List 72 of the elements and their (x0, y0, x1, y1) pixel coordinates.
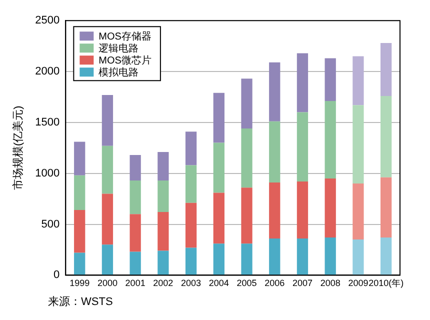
x-tick-label: 2005 (236, 278, 257, 288)
bar (74, 210, 86, 253)
bar (74, 252, 86, 275)
y-tick-label: 1000 (35, 167, 60, 180)
x-tick-label: 2001 (125, 278, 146, 288)
bar (213, 244, 224, 275)
legend-label: 模拟电路 (98, 66, 139, 78)
bar (269, 182, 280, 239)
bar (296, 53, 308, 112)
x-tick-label: 2007 (292, 278, 313, 288)
bar (158, 152, 169, 180)
bar (380, 43, 392, 96)
bar (241, 78, 252, 129)
bar (269, 62, 280, 122)
y-tick-label: 0 (54, 269, 60, 282)
x-tick-label: 2008 (320, 278, 340, 288)
y-axis-title: 市场规模(亿美元) (12, 106, 25, 190)
source-note: 来源：WSTS (48, 295, 114, 309)
bar (296, 238, 308, 275)
x-tick-label: 2000 (97, 278, 118, 288)
bar (352, 56, 364, 106)
bar (213, 192, 224, 244)
bar (241, 244, 252, 275)
bar (352, 105, 364, 184)
bar (324, 238, 336, 275)
bar (296, 182, 308, 239)
legend-label: MOS微芯片 (98, 54, 152, 66)
y-tick-label: 2500 (35, 14, 60, 27)
bar (269, 238, 280, 275)
y-tick-label: 2000 (35, 66, 60, 78)
x-tick-label: 2006 (264, 278, 285, 288)
bar (158, 250, 169, 275)
y-tick-label: 500 (41, 218, 60, 230)
bar (158, 180, 169, 212)
bar (185, 202, 197, 248)
bar (130, 252, 141, 275)
bar (158, 212, 169, 251)
y-tick-label: 1500 (35, 116, 60, 128)
bar (130, 180, 141, 214)
legend-label: 逻辑电路 (98, 42, 139, 54)
bar (185, 165, 197, 203)
bar (380, 96, 392, 178)
bar (185, 132, 197, 166)
bar (380, 238, 392, 275)
bar (102, 94, 114, 146)
bar (380, 177, 392, 238)
bar (102, 146, 114, 194)
bar (102, 244, 114, 275)
bar (130, 214, 141, 252)
x-tick-label: 2010(年) (368, 278, 404, 288)
bar (352, 184, 364, 240)
bar (324, 101, 336, 178)
x-tick-label: 2004 (208, 278, 229, 288)
bar (241, 128, 252, 188)
bar (102, 194, 114, 245)
bar (352, 240, 364, 275)
bar (241, 188, 252, 244)
x-tick-label: 2003 (181, 278, 202, 288)
bar (130, 155, 141, 180)
bar (74, 175, 86, 210)
bar (213, 142, 224, 193)
bar (296, 112, 308, 182)
bar (324, 178, 336, 238)
x-tick-label: 2009 (348, 278, 368, 288)
bar (213, 92, 224, 143)
bar (324, 58, 336, 102)
x-tick-label: 2002 (153, 278, 174, 288)
legend-label: MOS存储器 (98, 30, 152, 42)
bar (185, 248, 197, 275)
bar (269, 121, 280, 183)
x-tick-label: 1999 (70, 278, 90, 288)
bar (74, 142, 86, 176)
